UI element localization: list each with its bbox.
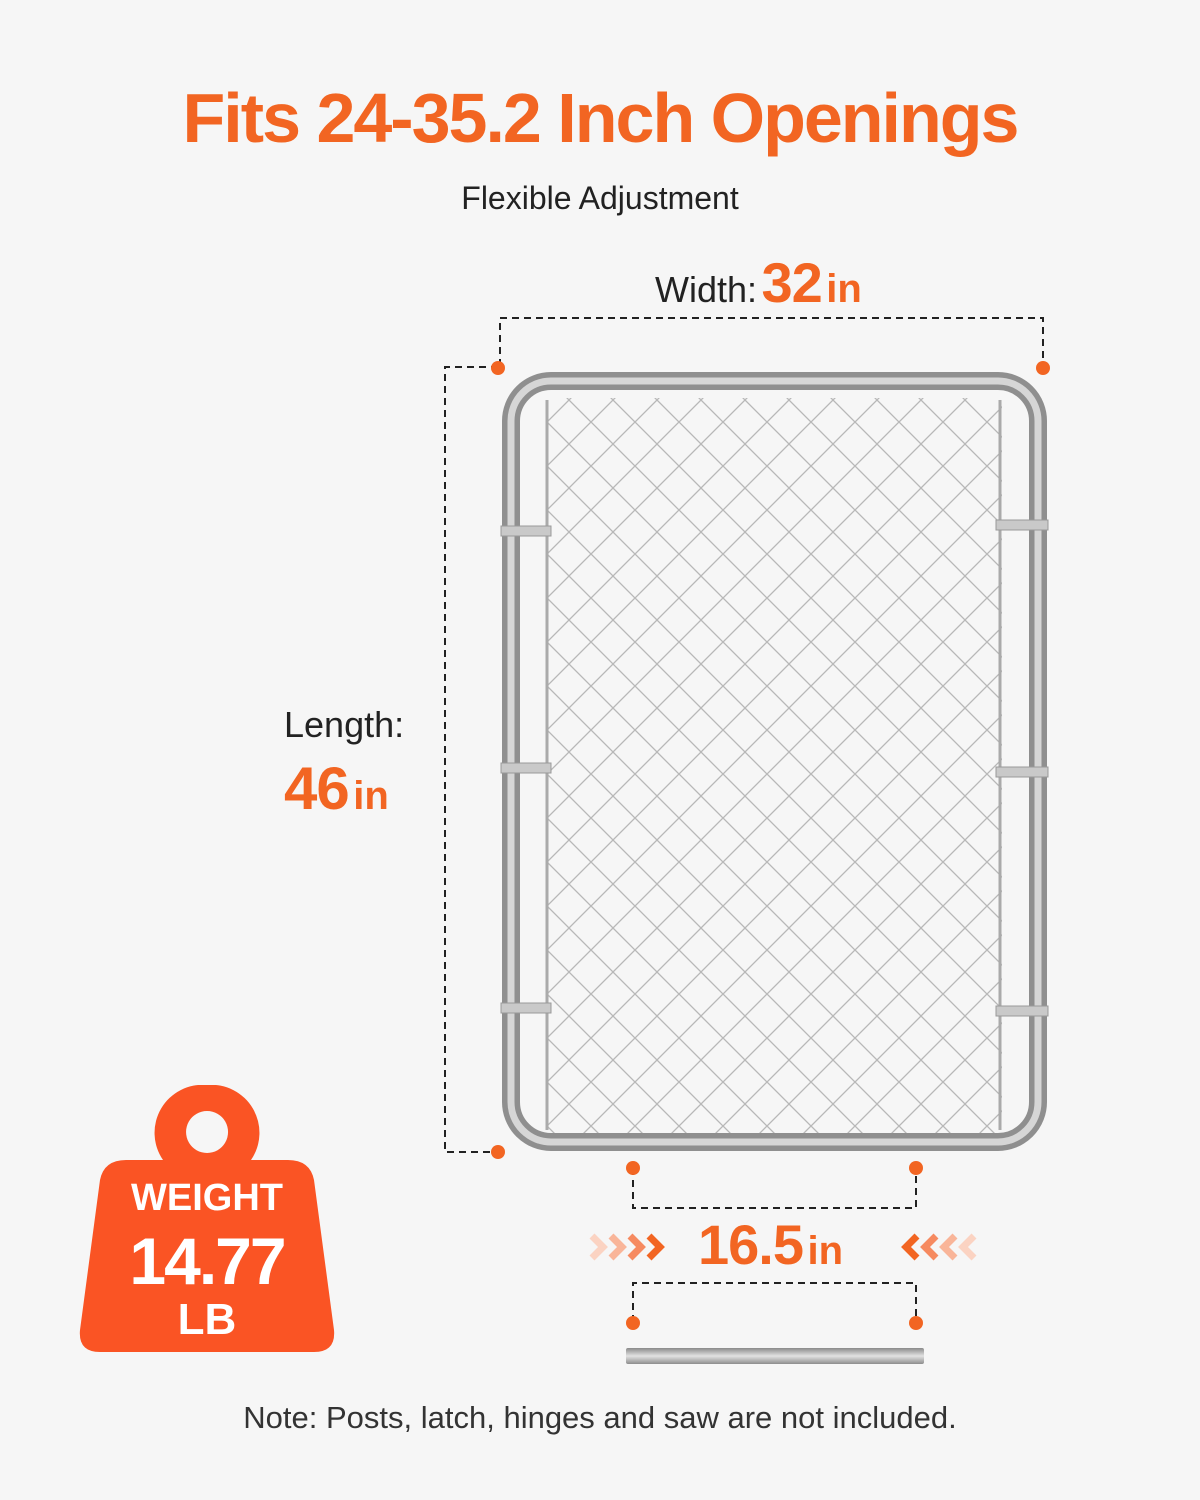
frame-brackets bbox=[500, 519, 1049, 1017]
width-dimension-line bbox=[444, 317, 1044, 1322]
length-unit: in bbox=[353, 774, 389, 818]
length-label: Length: bbox=[284, 704, 405, 745]
length-value: 46 bbox=[284, 755, 350, 822]
width-dimension: Width: 32 in bbox=[655, 250, 862, 315]
weight-unit: LB bbox=[177, 1295, 237, 1344]
footnote: Note: Posts, latch, hinges and saw are n… bbox=[243, 1400, 957, 1435]
weight-value: 14.77 bbox=[129, 1224, 286, 1298]
chevron-right-arrows-icon bbox=[589, 1233, 665, 1261]
gap-unit: in bbox=[807, 1229, 843, 1273]
chain-link-mesh bbox=[547, 398, 1002, 1133]
length-dimension: Length: 46 in bbox=[284, 704, 404, 823]
width-label: Width: bbox=[655, 269, 758, 310]
gap-value: 16.5 bbox=[698, 1213, 804, 1276]
subtitle: Flexible Adjustment bbox=[461, 180, 739, 216]
width-value: 32 bbox=[761, 251, 822, 314]
weight-icon bbox=[79, 1085, 335, 1352]
gap-dimension: 16.5 in bbox=[698, 1212, 843, 1277]
dimension-dots bbox=[491, 361, 1050, 1330]
weight-label: WEIGHT bbox=[131, 1177, 283, 1219]
cut-tube bbox=[626, 1348, 924, 1364]
chevron-left-arrows-icon bbox=[901, 1233, 977, 1261]
headline: Fits 24-35.2 Inch Openings bbox=[182, 79, 1020, 157]
weight-badge: WEIGHT 14.77 LB bbox=[78, 1085, 336, 1353]
width-unit: in bbox=[826, 267, 862, 311]
